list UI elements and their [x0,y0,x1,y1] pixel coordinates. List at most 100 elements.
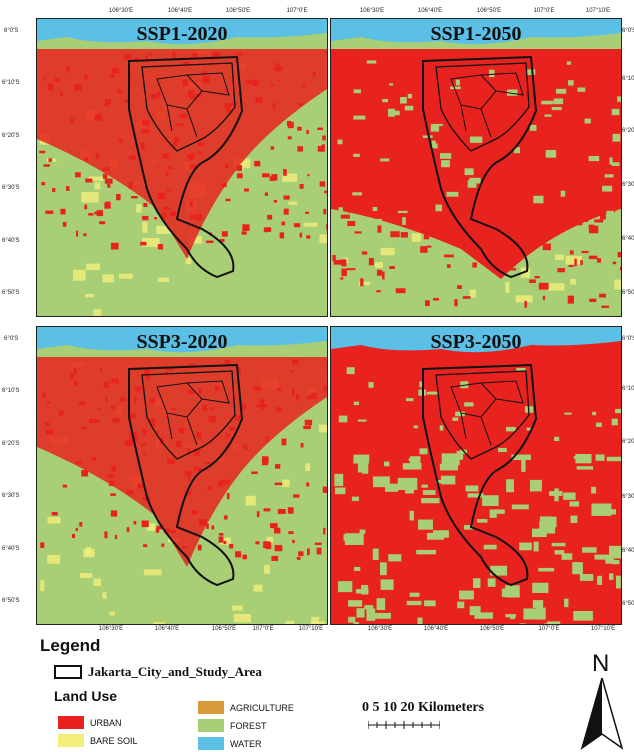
forest-patch [602,185,613,192]
legend-item-label: BARE SOIL [90,735,138,746]
forest-patch [426,532,445,540]
urban-patch [150,421,156,427]
urban-patch [171,407,176,411]
urban-patch [167,458,175,465]
urban-patch [589,185,595,189]
forest-patch [424,600,436,607]
urban-patch [447,135,456,141]
forest-patch [474,612,493,619]
forest-patch [408,458,419,462]
urban-patch [336,201,341,209]
lat-tick-right: 6°30'S [622,494,634,500]
urban-patch [573,63,581,71]
bare-soil-patch [303,222,318,227]
urban-patch [426,245,432,248]
urban-patch [128,155,136,160]
urban-patch [543,175,552,180]
forest-patch [433,143,438,149]
urban-patch [324,190,327,194]
urban-patch [283,168,287,176]
urban-patch [517,92,523,99]
forest-patch [407,93,413,99]
urban-patch [155,527,160,533]
bare-soil-patch [411,233,422,242]
urban-patch [62,221,67,227]
urban-patch [107,474,115,478]
lat-tick-left: 6°0'S [4,336,19,342]
urban-patch [500,141,505,149]
urban-patch [306,548,310,556]
forest-patch [356,608,365,618]
urban-patch [307,173,310,177]
urban-patch [460,84,468,92]
urban-patch [70,118,74,123]
urban-patch [306,129,309,134]
urban-patch [265,542,272,550]
bare-soil-patch [358,281,371,286]
urban-patch [312,71,316,77]
urban-patch [242,554,247,560]
legend-item-agriculture: AGRICULTURE [198,701,294,714]
urban-patch [542,243,551,251]
urban-patch [391,172,400,177]
forest-patch [611,162,620,166]
urban-patch [134,386,142,390]
agriculture-swatch [198,701,224,714]
forest-patch [612,559,620,565]
forest-patch [560,190,566,197]
urban-patch [104,531,108,539]
study-area-boundary [422,55,538,279]
urban-patch [586,163,592,167]
forest-patch [354,566,361,571]
forest-patch [446,191,459,197]
urban-patch [112,417,120,423]
forest-patch [519,623,526,624]
urban-patch [464,140,468,144]
forest-patch [409,510,414,521]
urban-patch [223,540,227,545]
urban-patch [96,420,101,423]
forest-patch [430,125,440,132]
map-panel-ssp3-2050: SSP3-2050 [330,326,622,625]
forest-patch [553,98,564,105]
urban-patch [363,133,374,137]
lon-tick-bottom: 107°0'E [252,626,274,632]
urban-patch [133,520,137,525]
urban-patch [493,185,500,193]
bare-soil-patch [570,278,576,285]
urban-patch [304,419,313,426]
urban-patch [271,555,279,561]
urban-patch [454,110,459,118]
lat-tick-left: 6°40'S [2,238,20,244]
urban-patch [295,394,300,401]
lat-tick-right: 6°20'S [622,128,634,134]
urban-patch [306,235,311,239]
urban-patch [149,398,156,403]
urban-patch [612,261,617,265]
forest-patch [592,411,597,416]
bare-soil-patch [285,620,295,624]
forest-patch [457,601,465,609]
land-use-map [331,327,621,624]
bare-soil-patch [185,257,192,265]
forest-patch [561,553,573,560]
forest-patch [612,133,621,142]
forest-patch [450,86,461,90]
urban-patch [502,67,509,75]
urban-patch [211,525,215,530]
urban-patch [276,63,280,67]
urban-patch [52,188,56,192]
urban-patch [376,290,381,293]
urban-patch [144,369,151,377]
urban-patch [494,252,503,260]
lon-tick-bottom: 107°0'E [538,626,560,632]
forest-patch [348,600,363,607]
district-lines [450,72,524,138]
urban-patch [274,544,283,552]
urban-patch [170,529,177,533]
forest-patch [470,136,483,143]
urban-patch [221,231,228,237]
forest-patch [467,179,477,188]
bare-soil-patch [81,191,99,203]
urban-patch [287,507,294,514]
